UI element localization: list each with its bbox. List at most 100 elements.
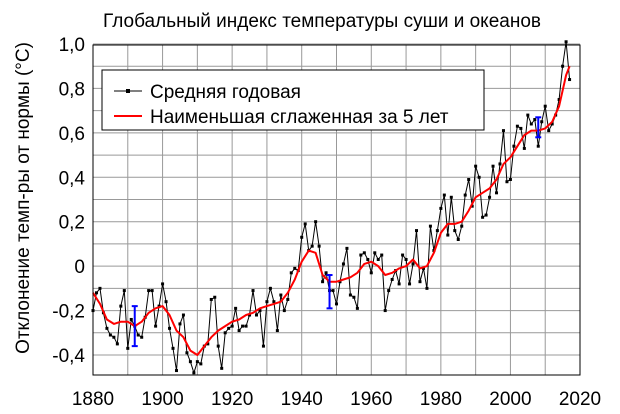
data-point-annual [425, 286, 429, 290]
data-point-annual [227, 326, 231, 330]
data-point-annual [449, 195, 453, 199]
x-tick-label: 1900 [141, 389, 183, 410]
legend: Средняя годовая Наименьшая сглаженная за… [101, 69, 485, 131]
data-point-annual [192, 371, 196, 375]
data-point-annual [345, 246, 349, 250]
data-point-annual [561, 64, 565, 68]
data-point-annual [536, 144, 540, 148]
y-tick-labels: 1,0 0,8 0,6 0,4 0,2 0 -0,2 -0,4 [52, 35, 85, 367]
x-tick-label: 1960 [350, 389, 392, 410]
x-tick-label: 1920 [211, 389, 253, 410]
data-point-annual [265, 300, 269, 304]
data-point-annual [481, 215, 485, 219]
data-point-annual [98, 286, 102, 290]
data-point-annual [248, 313, 252, 317]
data-point-annual [129, 317, 133, 321]
data-point-annual [314, 220, 318, 224]
data-point-annual [188, 360, 192, 364]
data-point-annual [390, 277, 394, 281]
data-point-annual [484, 213, 488, 217]
data-point-annual [373, 251, 377, 255]
data-point-annual [376, 257, 380, 261]
data-point-annual [522, 146, 526, 150]
legend-marker-annual [126, 89, 130, 93]
data-point-annual [498, 162, 502, 166]
data-point-annual [303, 222, 307, 226]
data-point-annual [254, 313, 258, 317]
data-point-annual [275, 329, 279, 333]
data-point-annual [505, 180, 509, 184]
data-point-annual [171, 346, 175, 350]
y-tick-label: -0,4 [52, 346, 85, 367]
data-point-annual [439, 206, 443, 210]
data-point-annual [331, 289, 335, 293]
data-point-annual [404, 257, 408, 261]
data-point-annual [115, 342, 119, 346]
legend-label-smoothed: Наименьшая сглаженная за 5 лет [150, 107, 449, 128]
data-point-annual [435, 229, 439, 233]
data-point-annual [213, 295, 217, 299]
data-point-annual [317, 244, 321, 248]
data-point-annual [209, 297, 213, 301]
data-point-annual [369, 271, 373, 275]
data-point-annual [515, 124, 519, 128]
data-point-annual [568, 78, 572, 82]
data-point-annual [244, 324, 248, 328]
data-point-annual [195, 360, 199, 364]
data-point-annual [157, 304, 161, 308]
data-point-annual [164, 300, 168, 304]
data-point-annual [512, 144, 516, 148]
x-tick-labels: 1880 1900 1920 1940 1960 1980 2000 2020 [72, 389, 601, 410]
data-point-annual [119, 304, 123, 308]
data-point-annual [140, 335, 144, 339]
data-point-annual [519, 126, 523, 130]
data-point-annual [181, 313, 185, 317]
data-point-annual [495, 191, 499, 195]
x-tick-label: 1980 [420, 389, 462, 410]
data-point-annual [154, 324, 158, 328]
data-point-annual [321, 280, 325, 284]
data-point-annual [310, 244, 314, 248]
y-tick-label: 0,4 [59, 168, 86, 189]
series-layer [91, 40, 572, 375]
data-point-annual [467, 178, 471, 182]
data-point-annual [352, 295, 356, 299]
data-point-annual [161, 282, 165, 286]
data-point-annual [380, 253, 384, 257]
legend-box [101, 69, 485, 131]
data-point-annual [488, 195, 492, 199]
data-point-annual [411, 262, 415, 266]
data-point-annual [268, 286, 272, 290]
data-point-annual [178, 322, 182, 326]
data-point-annual [474, 164, 478, 168]
data-point-annual [94, 291, 98, 295]
chart-title: Глобальный индекс температуры суши и оке… [103, 11, 541, 32]
data-point-annual [557, 98, 561, 102]
data-point-annual [453, 229, 457, 233]
data-point-annual [136, 333, 140, 337]
data-point-annual [341, 262, 345, 266]
data-point-annual [421, 266, 425, 270]
data-point-annual [185, 351, 189, 355]
y-tick-label: -0,2 [52, 302, 85, 323]
data-point-annual [147, 289, 151, 293]
data-point-annual [251, 289, 255, 293]
data-point-annual [529, 122, 533, 126]
data-point-annual [216, 344, 220, 348]
data-point-annual [355, 306, 359, 310]
y-tick-label: 1,0 [59, 35, 85, 56]
data-point-annual [564, 40, 568, 44]
data-point-annual [540, 120, 544, 124]
data-point-annual [362, 251, 366, 255]
data-point-annual [348, 293, 352, 297]
data-point-annual [359, 253, 363, 257]
data-point-annual [174, 369, 178, 373]
data-point-annual [199, 362, 203, 366]
data-point-annual [338, 280, 342, 284]
data-point-annual [126, 346, 130, 350]
data-point-annual [150, 289, 154, 293]
data-point-annual [300, 235, 304, 239]
data-point-annual [508, 178, 512, 182]
data-point-annual [547, 129, 551, 133]
